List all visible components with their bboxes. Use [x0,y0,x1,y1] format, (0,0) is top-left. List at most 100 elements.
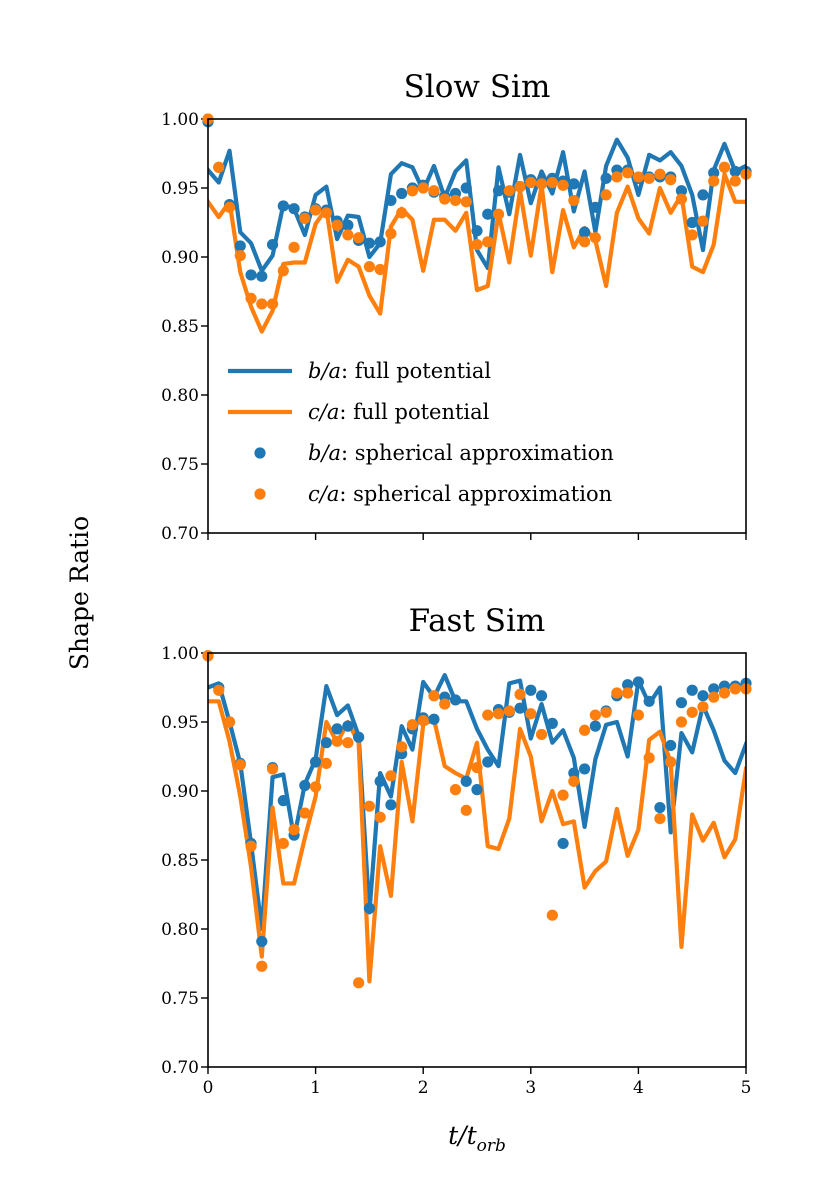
fast-sim-line-blue [208,672,746,932]
fast-sim-point-blue [665,739,677,752]
fast-sim-point-orange [299,807,311,819]
fast-sim-point-blue [568,767,580,779]
slow-sim-point-blue [482,208,494,220]
slow-sim-point-orange [223,201,236,213]
fast-sim-point-orange [546,909,558,921]
fast-sim-point-orange [417,715,429,727]
slow-sim-point-orange [245,292,257,304]
slow-sim-point-orange [729,175,741,187]
fast-sim-point-blue [363,902,375,914]
fast-sim-point-orange [406,719,419,731]
slow-sim-point-orange [686,229,698,241]
slow-sim-point-blue [256,270,268,282]
slow-sim-point-orange [277,265,289,277]
slow-sim-point-orange [697,215,709,227]
fast-sim-point-orange [718,687,731,699]
fast-sim-point-orange [632,709,645,721]
fast-sim-point-orange [665,756,677,768]
legend-label: c/a: full potential [308,400,490,424]
fast-sim-point-blue [525,684,537,696]
fast-sim-point-orange [223,716,236,728]
slow-sim-point-orange [471,238,483,251]
fast-sim-point-blue [589,720,601,732]
fast-sim-point-blue [632,676,645,688]
slow-sim-point-orange [439,193,451,205]
slow-sim-point-orange [417,182,429,194]
fast-sim-point-blue [320,737,332,749]
fast-sim-point-orange [492,708,505,720]
fast-sim-xtick-label: 3 [525,1078,536,1098]
slow-sim-point-orange [342,229,354,241]
slow-sim-point-orange [256,298,268,310]
fast-sim-point-orange [256,960,268,972]
fast-sim-point-orange [525,708,537,720]
slow-sim-point-orange [363,261,375,273]
fast-sim-point-orange [729,683,741,695]
legend-label: c/a: spherical approximation [308,482,612,506]
slow-sim-point-blue [277,200,289,212]
fast-sim-point-blue [557,837,569,850]
fast-sim-point-blue [310,756,322,768]
fast-sim-point-blue [256,935,268,948]
fast-sim-point-orange [460,804,472,816]
fast-sim-series-group [208,672,746,984]
fast-sim-point-orange [568,775,580,787]
fast-sim-point-orange [600,706,612,718]
fast-sim-point-orange [374,811,386,823]
fast-sim-xtick-label: 5 [741,1078,752,1098]
slow-sim-point-orange [546,176,558,189]
slow-sim-point-orange [525,176,537,189]
slow-sim-point-orange [406,185,419,197]
fast-sim-point-blue [385,799,397,811]
fast-sim-point-orange [708,691,720,703]
slow-sim-point-orange [449,194,462,207]
slow-sim-point-orange [708,175,720,187]
slow-sim-point-orange [266,298,279,310]
slow-sim-point-orange [428,185,440,197]
fast-sim-point-orange [439,698,451,710]
slow-sim-point-orange [353,232,365,244]
fast-sim-point-blue [449,694,462,706]
fast-sim-point-orange [675,716,688,728]
fast-sim-point-blue [374,775,386,787]
fast-sim-point-orange [643,752,655,764]
fast-sim-ytick-label: 0.90 [161,782,199,802]
legend-label-text: : spherical approximation [339,482,612,506]
slow-sim-point-blue [342,219,354,231]
slow-sim-point-blue [396,187,408,200]
slow-sim-point-orange [482,236,494,248]
slow-sim-point-blue [363,237,375,249]
slow-sim-point-blue [675,185,688,197]
legend-label-text: : spherical approximation [341,441,614,465]
slow-sim-point-blue [374,236,386,248]
fast-sim-line-orange [208,699,746,984]
fast-sim-point-orange [482,709,494,721]
fast-sim-xtick-label: 2 [418,1078,429,1098]
legend-label: b/a: spherical approximation [308,441,614,465]
slow-sim-point-orange [299,212,311,224]
fast-sim-point-blue [482,756,494,768]
slow-sim-point-orange [320,207,332,219]
slow-sim-point-blue [729,165,741,178]
slow-sim-point-blue [492,185,505,197]
fast-sim-point-orange [428,690,440,702]
fast-sim-point-orange [589,709,601,721]
fast-sim-ytick-label: 0.70 [161,1058,199,1078]
fast-sim-ytick-label: 1.00 [161,644,199,664]
fast-sim-point-blue [535,690,548,702]
slow-sim-point-blue [288,203,300,215]
fast-sim-point-blue [686,684,698,696]
fast-sim-point-orange [363,800,375,812]
legend-label-symbol: b/a [308,359,341,383]
fast-sim-point-blue [708,683,720,695]
slow-sim-point-blue [460,182,472,194]
fast-sim-point-blue [654,801,666,814]
slow-sim-point-orange [385,227,397,240]
fast-sim-point-orange [557,789,569,801]
fast-sim-point-blue [331,723,343,735]
fast-sim-point-blue [579,763,591,775]
slow-sim-ytick-label: 0.85 [161,317,199,337]
slow-sim-ytick-label: 1.00 [161,110,199,130]
slow-sim-point-blue [234,240,246,252]
